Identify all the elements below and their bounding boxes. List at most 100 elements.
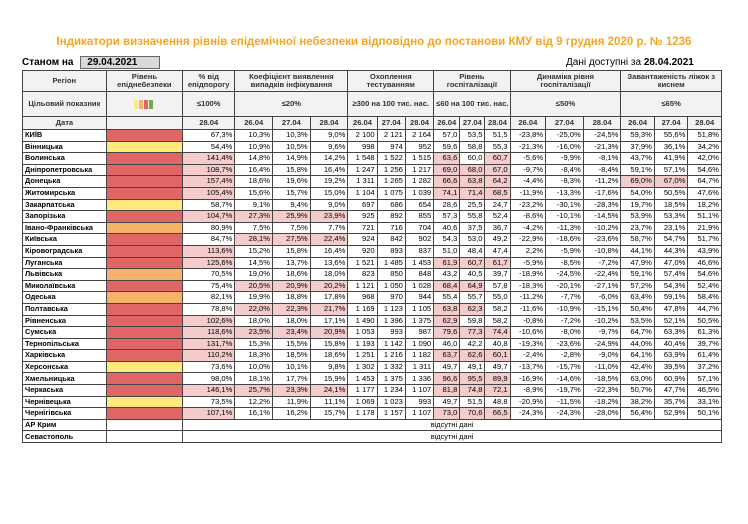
detect-cell: 12,2% — [234, 395, 274, 409]
hosp-cell: 95,5 — [459, 372, 486, 386]
testing-cell: 1 548 — [347, 152, 378, 165]
testing-cell: 716 — [376, 221, 406, 235]
detect-cell: 20,2% — [309, 279, 349, 293]
detect-cell: 11,1% — [309, 395, 349, 409]
dyn-cell: -14,6% — [545, 372, 584, 386]
hosp-cell: 48,8 — [484, 395, 511, 409]
detect-cell: 15,8% — [272, 163, 311, 177]
threshold-cell: 80,9% — [182, 221, 236, 235]
beds-cell: 37,9% — [620, 140, 655, 154]
table-row: Дніпропетровська 108,7% 16,4% 15,8% 16,4% 1 2… — [22, 163, 722, 177]
threshold-cell: 75,4% — [182, 279, 236, 293]
hosp-cell: 60,0 — [459, 152, 486, 165]
threshold-cell: 157,4% — [182, 175, 236, 188]
dyn-cell: -20,1% — [545, 279, 584, 293]
testing-cell: 998 — [347, 140, 378, 154]
level-cell — [105, 291, 184, 304]
testing-cell: 1 193 — [347, 337, 378, 351]
beds-cell: 63,0% — [620, 372, 655, 386]
testing-cell: 1 247 — [347, 163, 378, 177]
region-name: АР Крим — [22, 418, 107, 432]
testing-cell: 974 — [376, 140, 406, 154]
testing-cell: 1 332 — [376, 360, 406, 374]
testing-cell: 1 182 — [404, 349, 435, 362]
dyn-cell: -10,9% — [545, 302, 584, 316]
testing-cell: 697 — [347, 198, 378, 212]
hosp-cell: 39,7 — [484, 268, 511, 281]
beds-cell: 43,9% — [687, 244, 722, 258]
dyn-cell: -24,5% — [545, 268, 584, 281]
dyn-cell: -6,0% — [582, 291, 622, 304]
detect-cell: 14,5% — [234, 256, 274, 270]
testing-cell: 920 — [347, 244, 378, 258]
region-name: Житомирська — [22, 186, 107, 200]
beds-cell: 57,4% — [653, 268, 689, 281]
header-target: Цільовий показник — [22, 91, 107, 117]
beds-cell: 52,1% — [653, 314, 689, 328]
dyn-cell: -13,3% — [545, 186, 584, 200]
dyn-cell: -4,2% — [509, 221, 547, 235]
testing-cell: 1 105 — [404, 302, 435, 316]
beds-cell: 53,5% — [620, 314, 655, 328]
legend-green — [149, 99, 154, 109]
region-name: Сумська — [22, 326, 107, 339]
beds-cell: 57,1% — [687, 372, 722, 386]
table-row: Сумська 118,6% 23,5% 23,4% 20,9% 1 053 993 987 7… — [22, 326, 722, 339]
dyn-cell: -18,9% — [509, 268, 547, 281]
hosp-cell: 28,6 — [433, 198, 461, 212]
hosp-cell: 58,2 — [484, 314, 511, 328]
hosp-cell: 55,7 — [459, 291, 486, 304]
available: Дані доступні за 28.04.2021 — [566, 57, 694, 68]
region-name: Донецька — [22, 175, 107, 188]
testing-cell: 1 515 — [404, 152, 435, 165]
beds-cell: 42,4% — [620, 360, 655, 374]
detect-cell: 18,1% — [234, 372, 274, 386]
dyn-cell: -7,7% — [545, 291, 584, 304]
detect-cell: 18,0% — [272, 314, 311, 328]
hosp-cell: 63,8 — [433, 302, 461, 316]
testing-cell: 704 — [404, 221, 435, 235]
beds-cell: 52,9% — [653, 407, 689, 420]
hosp-cell: 66,5 — [484, 407, 511, 420]
dyn-cell: -20,9% — [509, 395, 547, 409]
dyn-cell: -24,3% — [509, 407, 547, 420]
hosp-cell: 37,5 — [459, 221, 486, 235]
table-row: Львівська 70,5% 19,0% 18,6% 18,0% 823 850 848 43… — [22, 268, 722, 281]
table-row: Тернопільська 131,7% 15,3% 15,5% 15,8% 1 193 1… — [22, 337, 722, 351]
detect-cell: 14,2% — [309, 152, 349, 165]
detect-cell: 10,3% — [272, 129, 311, 142]
dyn-cell: -21,3% — [582, 140, 622, 154]
dyn-cell: -25,0% — [545, 129, 584, 142]
dyn-cell: -15,1% — [582, 302, 622, 316]
testing-cell: 1 142 — [376, 337, 406, 351]
detect-cell: 22,4% — [309, 233, 349, 246]
dyn-cell: -15,7% — [545, 360, 584, 374]
testing-cell: 993 — [376, 326, 406, 339]
table-row-missing: Севастополь відсутні дані — [22, 430, 722, 444]
testing-cell: 902 — [404, 233, 435, 246]
dyn-cell: -9,7% — [582, 326, 622, 339]
testing-cell: 842 — [376, 233, 406, 246]
detect-cell: 13,6% — [309, 256, 349, 270]
beds-cell: 54,6% — [687, 163, 722, 177]
indicators-table: Регіон Рівень епіднебезпеки % від епідпо… — [22, 70, 722, 444]
hosp-cell: 63,6 — [433, 152, 461, 165]
testing-cell: 1 396 — [376, 314, 406, 328]
level-cell — [105, 210, 184, 223]
threshold-cell: 67,3% — [182, 129, 236, 142]
hosp-cell: 77,3 — [459, 326, 486, 339]
table-row: Полтавська 78,8% 22,0% 22,3% 21,7% 1 169 1 123… — [22, 302, 722, 316]
level-cell — [105, 407, 184, 420]
testing-cell: 1 217 — [404, 163, 435, 177]
testing-cell: 1 178 — [347, 407, 378, 420]
level-cell — [105, 198, 184, 212]
dyn-cell: -23,2% — [509, 198, 547, 212]
testing-cell: 925 — [347, 210, 378, 223]
testing-cell: 1 522 — [376, 152, 406, 165]
detect-cell: 16,4% — [309, 244, 349, 258]
table-row: Волинська 141,4% 14,8% 14,9% 14,2% 1 548 1 522… — [22, 152, 722, 165]
region-name: Одеська — [22, 291, 107, 304]
threshold-cell: 118,6% — [182, 326, 236, 339]
region-name: Полтавська — [22, 302, 107, 316]
table-row: Херсонська 73,6% 10,0% 10,1% 9,8% 1 302 1 332 1… — [22, 360, 722, 374]
